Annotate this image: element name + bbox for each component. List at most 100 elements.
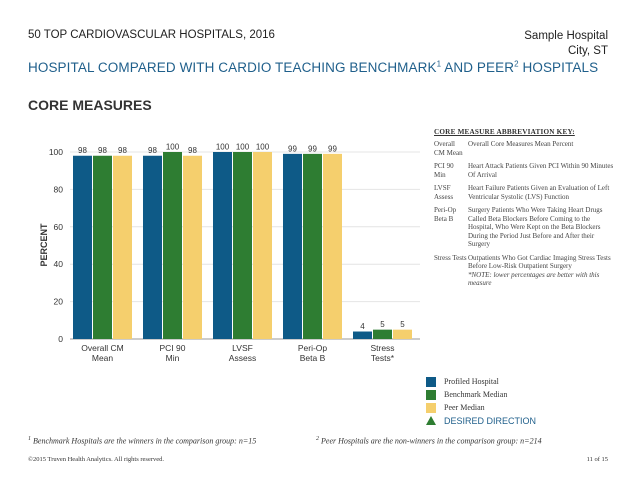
bar-value-label: 100 xyxy=(236,143,250,152)
bar xyxy=(353,331,372,339)
bar xyxy=(393,329,412,339)
legend-item: Benchmark Median xyxy=(426,388,536,401)
y-tick-label: 80 xyxy=(54,184,64,194)
report-title: 50 TOP CARDIOVASCULAR HOSPITALS, 2016 xyxy=(28,29,275,41)
footnote-2-marker: 2 xyxy=(316,436,319,442)
bar-value-label: 98 xyxy=(78,146,87,155)
key-abbreviation: LVSF Assess xyxy=(434,184,454,201)
subtitle-part1: HOSPITAL COMPARED WITH CARDIO TEACHING B… xyxy=(28,60,437,75)
bar-value-label: 99 xyxy=(328,144,337,153)
bar-value-label: 99 xyxy=(288,144,297,153)
x-tick-label: Overall CM xyxy=(81,343,124,353)
y-tick-label: 0 xyxy=(58,334,63,344)
bar xyxy=(143,155,162,339)
x-tick-label: Mean xyxy=(92,353,114,363)
x-tick-label: Min xyxy=(166,353,180,363)
key-row: PCI 90 Min Heart Attack Patients Given PC… xyxy=(434,162,614,179)
bar xyxy=(323,153,342,339)
chart-legend: Profiled Hospital Benchmark Median Peer Me… xyxy=(426,375,536,427)
key-description: Surgery Patients Who Were Taking Heart D… xyxy=(468,206,603,248)
key-abbreviation: Stress Tests xyxy=(434,253,467,262)
y-tick-label: 40 xyxy=(54,259,64,269)
footnote-1-marker: 1 xyxy=(28,436,31,442)
key-row: Stress Tests Outpatients Who Got Cardiac … xyxy=(434,254,614,288)
key-description: Overall Core Measures Mean Percent xyxy=(468,140,574,148)
legend-label: Peer Median xyxy=(444,403,485,412)
key-row: Peri-Op Beta B Surgery Patients Who Were … xyxy=(434,206,614,249)
subtitle-part2: AND PEER xyxy=(441,60,515,75)
bar xyxy=(233,152,252,339)
key-description: Outpatients Who Got Cardiac Imaging Stre… xyxy=(467,254,614,288)
x-tick-label: Tests* xyxy=(371,353,395,363)
section-title: CORE MEASURES xyxy=(28,97,152,113)
hospital-location: City, ST xyxy=(567,45,608,57)
key-title: CORE MEASURE ABBREVIATION KEY: xyxy=(434,128,575,136)
hospital-info: Sample Hospital City, ST xyxy=(524,29,608,59)
legend-item: Profiled Hospital xyxy=(426,375,536,388)
key-note: *NOTE: lower percentages are better with… xyxy=(468,270,600,288)
legend-swatch xyxy=(426,389,436,400)
desired-direction-label: DESIRED DIRECTION xyxy=(444,415,537,426)
footnote-peer: 2 Peer Hospitals are the non-winners in … xyxy=(316,436,542,446)
hospital-name: Sample Hospital xyxy=(524,30,608,42)
bar-value-label: 100 xyxy=(166,143,180,152)
bar-value-label: 4 xyxy=(360,322,365,331)
bar xyxy=(113,155,132,339)
comparison-subtitle: HOSPITAL COMPARED WITH CARDIO TEACHING B… xyxy=(28,60,598,75)
legend-swatch xyxy=(426,402,436,413)
legend-item: Peer Median xyxy=(426,401,536,414)
bar xyxy=(283,153,302,339)
up-arrow-icon xyxy=(426,416,436,425)
key-row: Overall CM Mean Overall Core Measures Mea… xyxy=(434,140,614,157)
bar-value-label: 98 xyxy=(188,146,197,155)
chart-bars xyxy=(73,152,412,339)
bar xyxy=(253,152,272,339)
page-number: 11 of 15 xyxy=(586,456,608,463)
bar-value-label: 98 xyxy=(118,146,127,155)
y-tick-labels: 0 20 40 60 80 100 xyxy=(49,147,63,344)
subtitle-part3: HOSPITALS xyxy=(518,60,599,75)
x-tick-label: Stress xyxy=(370,343,394,353)
key-abbreviation: PCI 90 Min xyxy=(434,162,454,179)
bar-value-label: 100 xyxy=(256,143,270,152)
key-row: LVSF Assess Heart Failure Patients Given … xyxy=(434,184,614,201)
subtitle-sup2: 2 xyxy=(514,59,519,69)
x-tick-label: Assess xyxy=(229,353,256,363)
bar-value-label: 100 xyxy=(216,143,230,152)
bar xyxy=(73,155,92,339)
key-description: Heart Attack Patients Given PCI Within 9… xyxy=(468,162,614,179)
y-tick-label: 20 xyxy=(54,297,64,307)
copyright: ©2015 Truven Health Analytics. All right… xyxy=(28,456,165,463)
footnote-1-text: Benchmark Hospitals are the winners in t… xyxy=(31,436,257,446)
y-axis-label: PERCENT xyxy=(39,223,49,267)
key-abbreviation: Peri-Op Beta B xyxy=(434,206,457,223)
legend-swatch xyxy=(426,376,436,387)
footnote-benchmark: 1 Benchmark Hospitals are the winners in… xyxy=(28,436,256,446)
y-tick-label: 60 xyxy=(54,222,64,232)
bar xyxy=(303,153,322,339)
x-tick-label: Peri-Op xyxy=(298,343,328,353)
key-description: Heart Failure Patients Given an Evaluati… xyxy=(468,184,610,201)
bar xyxy=(373,329,392,339)
legend-label: Benchmark Median xyxy=(444,390,508,399)
bar xyxy=(163,152,182,339)
bar-value-labels: 98 98 98 98 100 98 100 100 100 99 99 99 4 5 5 xyxy=(78,143,405,332)
footnote-2-text: Peer Hospitals are the non-winners in th… xyxy=(319,436,542,446)
bar xyxy=(213,152,232,339)
bar xyxy=(93,155,112,339)
x-tick-label: PCI 90 xyxy=(160,343,186,353)
subtitle-sup1: 1 xyxy=(436,59,442,69)
bar-value-label: 5 xyxy=(380,320,385,329)
legend-desired-direction: DESIRED DIRECTION xyxy=(426,414,536,427)
y-tick-label: 100 xyxy=(49,147,63,157)
x-tick-label: LVSF xyxy=(232,343,253,353)
legend-label: Profiled Hospital xyxy=(444,377,499,386)
bar-value-label: 99 xyxy=(308,144,317,153)
key-abbreviation: Overall CM Mean xyxy=(434,140,463,157)
x-tick-label: Beta B xyxy=(300,353,326,363)
abbreviation-key: CORE MEASURE ABBREVIATION KEY: Overall C… xyxy=(434,128,614,293)
bar xyxy=(183,155,202,339)
bar-value-label: 5 xyxy=(400,320,405,329)
